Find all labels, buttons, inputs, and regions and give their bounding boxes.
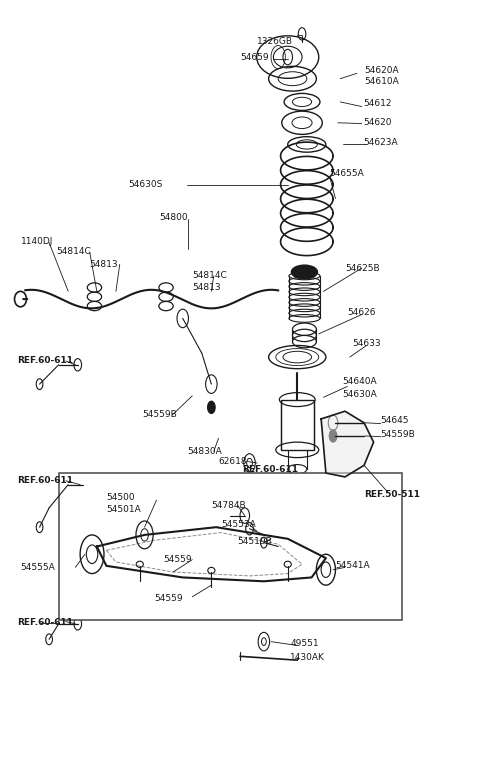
Circle shape — [329, 430, 337, 442]
Text: 54633: 54633 — [352, 338, 381, 348]
Text: 54559: 54559 — [154, 594, 183, 603]
Text: 54640A: 54640A — [343, 377, 377, 386]
Text: REF.60-611: REF.60-611 — [17, 476, 73, 485]
Text: 54626: 54626 — [348, 309, 376, 317]
Text: 54620A: 54620A — [364, 66, 399, 74]
Polygon shape — [321, 411, 373, 477]
Text: 54630S: 54630S — [128, 180, 162, 189]
Text: 54559B: 54559B — [381, 430, 416, 439]
Text: 54784B: 54784B — [211, 501, 246, 510]
Text: 62618: 62618 — [218, 457, 247, 466]
Text: 54645: 54645 — [381, 416, 409, 425]
Text: 54630A: 54630A — [343, 390, 377, 399]
Text: 54625B: 54625B — [345, 264, 380, 272]
Text: 1430AK: 1430AK — [290, 653, 325, 662]
Text: REF.60-611: REF.60-611 — [17, 355, 73, 365]
Text: 54655A: 54655A — [330, 168, 364, 178]
Text: REF.50-511: REF.50-511 — [364, 490, 420, 499]
Text: 54814C: 54814C — [192, 271, 227, 279]
Bar — [281, 400, 314, 450]
Text: 54519B: 54519B — [238, 536, 272, 546]
Text: 54813: 54813 — [90, 260, 118, 268]
Text: 49551: 49551 — [290, 639, 319, 648]
Text: 54500: 54500 — [107, 494, 135, 502]
Text: 54800: 54800 — [159, 213, 188, 223]
Text: 54553A: 54553A — [221, 521, 256, 529]
Text: 54559B: 54559B — [142, 410, 177, 419]
Text: 54541A: 54541A — [336, 561, 370, 570]
Ellipse shape — [291, 265, 318, 279]
Text: 54659: 54659 — [240, 53, 269, 61]
Text: REF.60-611: REF.60-611 — [242, 465, 299, 473]
Text: 54620: 54620 — [363, 118, 392, 127]
Circle shape — [207, 401, 215, 414]
Text: 54501A: 54501A — [107, 505, 141, 514]
Text: REF.60-611: REF.60-611 — [17, 618, 73, 627]
Text: 54612: 54612 — [363, 99, 392, 108]
Text: 54555A: 54555A — [21, 563, 55, 572]
Text: 54610A: 54610A — [364, 77, 399, 85]
Bar — [59, 473, 402, 620]
Text: 54814C: 54814C — [56, 248, 91, 256]
Text: 54830A: 54830A — [188, 447, 222, 456]
Text: 1140DJ: 1140DJ — [21, 237, 53, 245]
Text: 54813: 54813 — [192, 283, 221, 292]
Text: 54623A: 54623A — [363, 138, 398, 147]
Text: 1326GB: 1326GB — [257, 37, 293, 46]
Text: 54559: 54559 — [164, 555, 192, 564]
